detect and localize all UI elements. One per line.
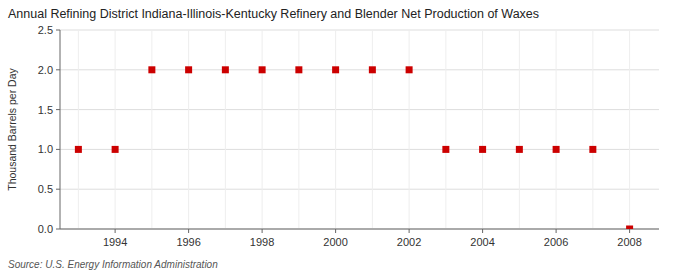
point	[75, 146, 82, 153]
points	[75, 66, 633, 229]
x-tick	[188, 229, 189, 233]
y-tick	[56, 109, 60, 110]
y-axis-line	[60, 30, 61, 229]
title: Annual Refining District Indiana-Illinoi…	[8, 7, 539, 21]
y-tick-label: 1.5	[38, 104, 53, 116]
y-tick-label: 1.0	[38, 143, 53, 155]
x-grid-line	[445, 30, 446, 229]
x-tick	[482, 229, 483, 233]
chart-container: Annual Refining District Indiana-Illinoi…	[0, 0, 675, 275]
x-axis-line	[60, 229, 659, 230]
x-tick	[556, 229, 557, 233]
y-tick	[56, 149, 60, 150]
y-tick	[56, 189, 60, 190]
y-grid-line	[60, 109, 659, 110]
x-grid-line	[78, 30, 79, 229]
x-tick-label: 2002	[397, 236, 421, 248]
y-tick-label: 0.0	[38, 223, 53, 235]
x-grid-line	[556, 30, 557, 229]
y-tick	[56, 30, 60, 31]
point	[406, 66, 413, 73]
x-grid-line	[115, 30, 116, 229]
point	[185, 66, 192, 73]
point	[112, 146, 119, 153]
point	[259, 66, 266, 73]
y-axis-label: Thousand Barrels per Day	[6, 67, 18, 190]
point	[589, 146, 596, 153]
source: Source: U.S. Energy Information Administ…	[8, 259, 218, 270]
y-ticks: 0.0 0.5 1.0 1.5 2.0 2.5	[38, 24, 60, 235]
point	[479, 146, 486, 153]
y-tick-label: 2.0	[38, 64, 53, 76]
x-grid-line	[372, 30, 373, 229]
y-tick	[56, 69, 60, 70]
x-tick-label: 1994	[103, 236, 127, 248]
x-grid-line	[482, 30, 483, 229]
x-tick	[335, 229, 336, 233]
point	[148, 66, 155, 73]
y-grid-line	[60, 30, 659, 31]
point	[222, 66, 229, 73]
x-grid-line	[188, 30, 189, 229]
x-grid-line	[225, 30, 226, 229]
point	[332, 66, 339, 73]
x-grid-line	[629, 30, 630, 229]
x-tick-label: 2006	[544, 236, 568, 248]
x-tick-label: 2000	[323, 236, 347, 248]
x-grid-line	[592, 30, 593, 229]
point	[553, 146, 560, 153]
y-grid-line	[60, 189, 659, 190]
x-grid-line	[262, 30, 263, 229]
point	[626, 226, 633, 230]
point	[295, 66, 302, 73]
x-tick-label: 1996	[176, 236, 200, 248]
x-grid-line	[151, 30, 152, 229]
x-tick	[262, 229, 263, 233]
x-tick-label: 2004	[470, 236, 494, 248]
y-tick-label: 2.5	[38, 24, 53, 36]
x-grid-line	[298, 30, 299, 229]
point	[442, 146, 449, 153]
x-grid-line	[519, 30, 520, 229]
chart-svg: Annual Refining District Indiana-Illinoi…	[0, 0, 675, 275]
y-tick-label: 0.5	[38, 183, 53, 195]
grid	[60, 30, 659, 229]
y-grid-line	[60, 229, 659, 230]
x-tick-label: 2008	[617, 236, 641, 248]
point	[369, 66, 376, 73]
x-tick	[629, 229, 630, 233]
y-grid-line	[60, 149, 659, 150]
x-tick-label: 1998	[250, 236, 274, 248]
x-ticks: 1994 1996 1998 2000 2002 2004 2006 2008	[103, 229, 642, 248]
x-grid-line	[409, 30, 410, 229]
x-tick	[409, 229, 410, 233]
x-grid-line	[335, 30, 336, 229]
x-tick	[115, 229, 116, 233]
point	[516, 146, 523, 153]
y-tick	[56, 229, 60, 230]
